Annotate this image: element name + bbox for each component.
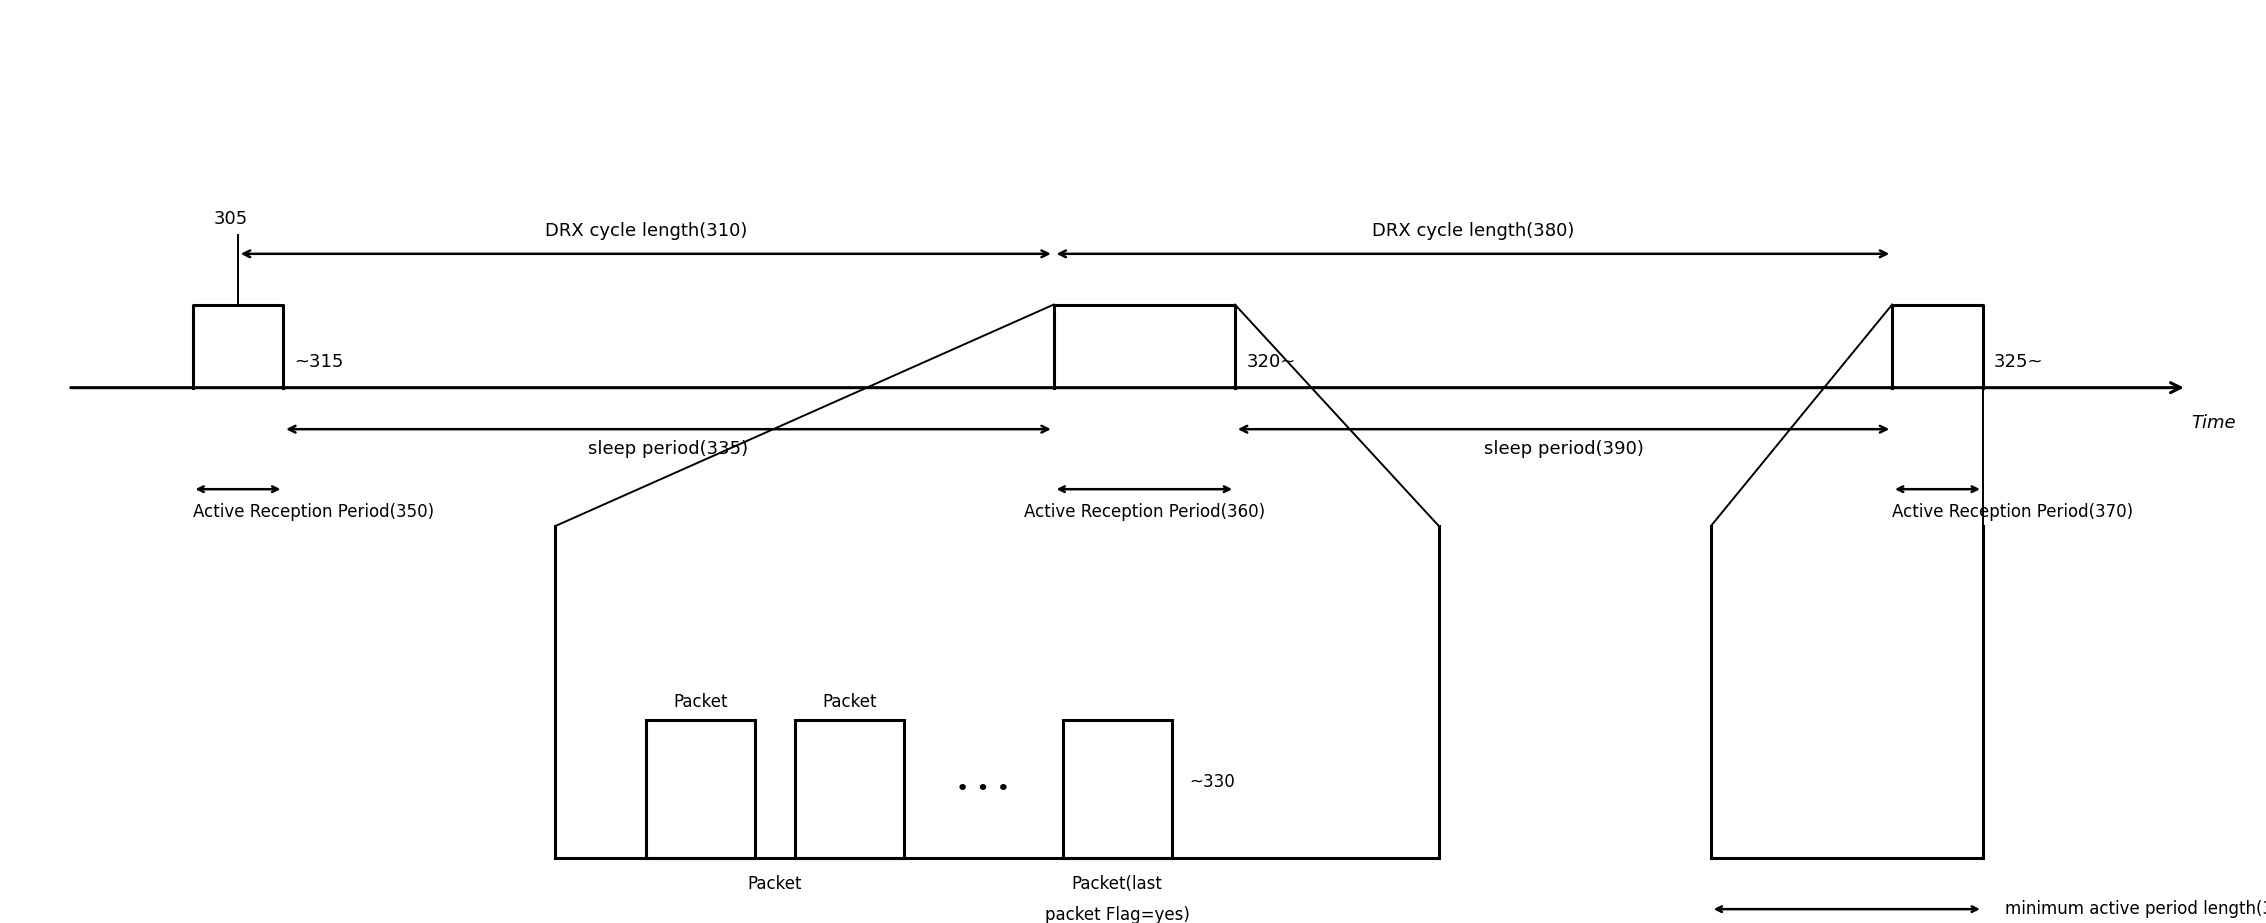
Text: DRX cycle length(380): DRX cycle length(380) bbox=[1371, 222, 1575, 240]
Text: 320~: 320~ bbox=[1246, 353, 1296, 371]
Text: minimum active period length(340b): minimum active period length(340b) bbox=[2005, 900, 2266, 918]
Text: sleep period(335): sleep period(335) bbox=[589, 440, 748, 459]
Text: packet Flag=yes): packet Flag=yes) bbox=[1045, 906, 1190, 923]
Text: sleep period(390): sleep period(390) bbox=[1484, 440, 1643, 459]
Text: Packet(last: Packet(last bbox=[1072, 875, 1162, 893]
Text: ~315: ~315 bbox=[295, 353, 344, 371]
Text: Active Reception Period(350): Active Reception Period(350) bbox=[193, 503, 433, 521]
Text: Active Reception Period(370): Active Reception Period(370) bbox=[1892, 503, 2132, 521]
Text: Time: Time bbox=[2191, 414, 2237, 432]
Bar bbox=[646, 720, 755, 858]
Text: 325~: 325~ bbox=[1994, 353, 2044, 371]
Text: • • •: • • • bbox=[956, 779, 1011, 799]
Text: ~330: ~330 bbox=[1190, 773, 1235, 791]
Text: DRX cycle length(310): DRX cycle length(310) bbox=[544, 222, 748, 240]
Text: Packet: Packet bbox=[748, 875, 802, 893]
Bar bbox=[1063, 720, 1172, 858]
Text: Packet: Packet bbox=[673, 692, 727, 711]
Text: 305: 305 bbox=[213, 210, 249, 228]
Text: Packet: Packet bbox=[823, 692, 877, 711]
Text: Active Reception Period(360): Active Reception Period(360) bbox=[1024, 503, 1264, 521]
Bar bbox=[795, 720, 904, 858]
